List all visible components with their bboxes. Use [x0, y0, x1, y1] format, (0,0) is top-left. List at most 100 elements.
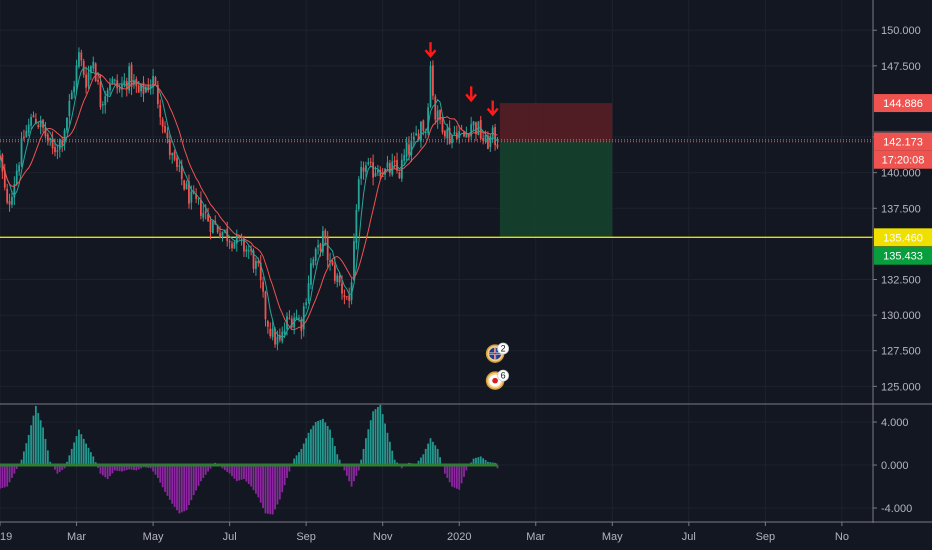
histogram-bar: [381, 414, 384, 466]
time-axis[interactable]: [0, 523, 932, 550]
long-position-tool[interactable]: [499, 103, 613, 238]
candle-body: [470, 124, 473, 137]
histogram-bar: [374, 409, 377, 466]
event-count-badge: [497, 369, 509, 382]
candle-body: [142, 82, 145, 94]
histogram-bar: [30, 425, 32, 466]
arrow-head: [465, 93, 478, 103]
candle: [58, 138, 61, 158]
candle-body: [262, 281, 264, 292]
histogram-bar: [400, 465, 403, 469]
price-tick-label: 130.000: [881, 310, 921, 322]
candle-body: [173, 151, 176, 160]
candle-body: [111, 78, 114, 84]
candle: [30, 113, 32, 130]
candle: [336, 272, 339, 288]
histogram-bar: [70, 448, 73, 466]
candle-body: [252, 251, 255, 269]
candle-body: [94, 63, 97, 81]
price-tag: 135.433: [874, 246, 932, 265]
event-marker-uk[interactable]: 2: [485, 342, 509, 363]
candle: [295, 309, 298, 320]
candle-body: [475, 122, 477, 135]
slow-moving-average-line: [0, 73, 498, 331]
economic-events[interactable]: 26: [485, 342, 509, 390]
histogram-bar: [329, 429, 331, 466]
histogram-bar: [259, 465, 262, 503]
candle: [417, 129, 420, 141]
candle: [8, 193, 11, 212]
histogram-bar: [140, 465, 143, 469]
candle-body: [453, 132, 456, 134]
candle: [183, 179, 186, 191]
candle-body: [34, 118, 37, 125]
histogram-bar: [446, 465, 449, 478]
histogram-bar: [54, 465, 56, 470]
candle: [434, 94, 437, 125]
candle-body: [149, 85, 152, 89]
histogram-bar: [80, 434, 83, 466]
candle: [305, 298, 308, 309]
candle-body: [429, 65, 432, 107]
candle-body: [238, 235, 241, 238]
histogram-bar: [338, 459, 341, 466]
candle: [78, 47, 80, 69]
target-zone[interactable]: [499, 103, 613, 142]
arrow-markers[interactable]: [424, 42, 499, 117]
price-tag: 135.460: [874, 228, 932, 247]
candle-body: [118, 88, 121, 90]
candle-body: [259, 262, 262, 281]
candle-body: [434, 96, 437, 120]
candle-body: [25, 130, 28, 137]
candle: [496, 137, 499, 150]
candle-body: [487, 135, 489, 149]
candle: [472, 120, 475, 132]
candle: [412, 132, 415, 148]
histogram-bar: [238, 465, 241, 481]
stop-zone[interactable]: [499, 141, 613, 238]
histogram-bar: [156, 465, 159, 478]
candle-body: [374, 172, 377, 177]
histogram-bar: [63, 465, 66, 469]
time-tick-label: May: [602, 531, 623, 543]
candle: [49, 137, 52, 146]
horizontal-lines[interactable]: [0, 139, 873, 239]
price-axis[interactable]: [873, 0, 932, 550]
candle: [432, 60, 434, 100]
histogram-bar: [168, 465, 171, 500]
histogram-bar: [262, 465, 264, 509]
histogram-bar: [465, 465, 468, 471]
histogram-bar: [6, 465, 9, 487]
histogram-bar: [78, 429, 80, 466]
candle-body: [27, 124, 30, 133]
candle: [262, 276, 264, 298]
event-marker-jp[interactable]: 6: [485, 369, 509, 390]
down-arrow-icon[interactable]: [424, 42, 437, 59]
candle: [207, 207, 209, 222]
price-tag-bg: [874, 132, 932, 151]
candle-body: [412, 136, 415, 140]
candle-body: [338, 275, 341, 283]
candle-body: [446, 128, 449, 139]
candle: [73, 80, 76, 99]
candle-body: [396, 160, 398, 171]
histogram-bar: [73, 442, 76, 466]
candle: [348, 287, 351, 308]
down-arrow-icon[interactable]: [465, 86, 478, 103]
histogram-bar: [317, 420, 320, 466]
time-tick-label: 2020: [447, 531, 471, 543]
down-arrow-icon[interactable]: [486, 100, 499, 117]
candle-body: [350, 282, 353, 301]
candle: [125, 77, 128, 97]
price-tags: 144.886142.301142.17317:20:08135.460135.…: [874, 94, 932, 265]
candle: [156, 80, 159, 109]
candle-body: [448, 127, 451, 144]
histogram-bar: [58, 465, 61, 472]
candle: [106, 87, 109, 103]
candle: [353, 233, 355, 281]
candle-body: [51, 138, 54, 149]
histogram-bar: [113, 465, 116, 471]
candle-body: [101, 104, 104, 106]
